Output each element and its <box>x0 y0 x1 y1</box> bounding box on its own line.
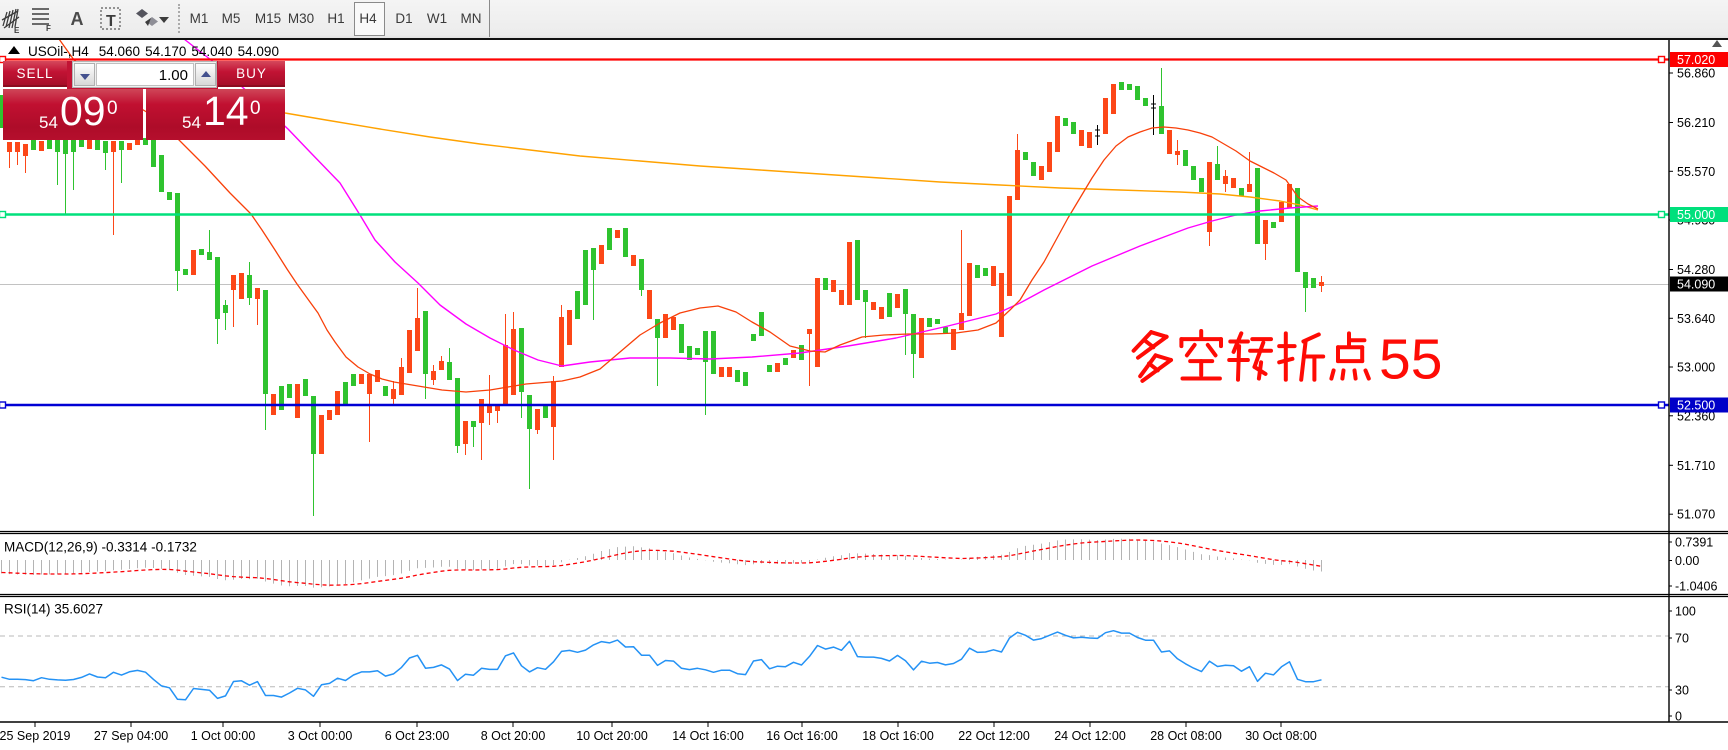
svg-text:-1.0406: -1.0406 <box>1675 580 1717 594</box>
svg-text:28 Oct 08:00: 28 Oct 08:00 <box>1150 729 1222 743</box>
svg-text:56.860: 56.860 <box>1677 67 1715 81</box>
svg-text:52.360: 52.360 <box>1677 409 1715 423</box>
svg-text:F: F <box>46 24 51 33</box>
svg-text:25 Sep 2019: 25 Sep 2019 <box>0 729 70 743</box>
svg-text:0.7391: 0.7391 <box>1675 536 1713 550</box>
svg-text:56.210: 56.210 <box>1677 116 1715 130</box>
svg-text:100: 100 <box>1675 605 1696 619</box>
svg-text:30: 30 <box>1675 684 1689 698</box>
svg-text:0: 0 <box>1675 710 1682 724</box>
svg-text:14 Oct 16:00: 14 Oct 16:00 <box>672 729 744 743</box>
svg-text:55: 55 <box>1379 328 1442 392</box>
svg-text:51.070: 51.070 <box>1677 508 1715 522</box>
svg-text:53.640: 53.640 <box>1677 312 1715 326</box>
svg-text:57.020: 57.020 <box>1677 53 1715 67</box>
svg-text:8 Oct 20:00: 8 Oct 20:00 <box>481 729 546 743</box>
svg-text:6 Oct 23:00: 6 Oct 23:00 <box>385 729 450 743</box>
svg-text:52.500: 52.500 <box>1677 399 1715 413</box>
svg-text:E: E <box>14 26 20 34</box>
svg-text:0.00: 0.00 <box>1675 554 1699 568</box>
svg-text:70: 70 <box>1675 632 1689 646</box>
svg-text:55.570: 55.570 <box>1677 165 1715 179</box>
svg-text:24 Oct 12:00: 24 Oct 12:00 <box>1054 729 1126 743</box>
svg-text:54.090: 54.090 <box>1677 278 1715 292</box>
svg-text:55.000: 55.000 <box>1677 208 1715 222</box>
svg-text:RSI(14) 35.6027: RSI(14) 35.6027 <box>4 602 103 617</box>
svg-text:27 Sep 04:00: 27 Sep 04:00 <box>94 729 168 743</box>
svg-text:T: T <box>106 13 116 30</box>
svg-text:1 Oct 00:00: 1 Oct 00:00 <box>191 729 256 743</box>
svg-text:51.710: 51.710 <box>1677 459 1715 473</box>
svg-text:18 Oct 16:00: 18 Oct 16:00 <box>862 729 934 743</box>
svg-text:54.280: 54.280 <box>1677 263 1715 277</box>
svg-text:MACD(12,26,9) -0.3314 -0.1732: MACD(12,26,9) -0.3314 -0.1732 <box>4 540 197 555</box>
svg-text:30 Oct 08:00: 30 Oct 08:00 <box>1245 729 1317 743</box>
svg-text:53.000: 53.000 <box>1677 361 1715 375</box>
svg-text:16 Oct 16:00: 16 Oct 16:00 <box>766 729 838 743</box>
svg-text:22 Oct 12:00: 22 Oct 12:00 <box>958 729 1030 743</box>
svg-text:3 Oct 00:00: 3 Oct 00:00 <box>288 729 353 743</box>
svg-text:10 Oct 20:00: 10 Oct 20:00 <box>576 729 648 743</box>
